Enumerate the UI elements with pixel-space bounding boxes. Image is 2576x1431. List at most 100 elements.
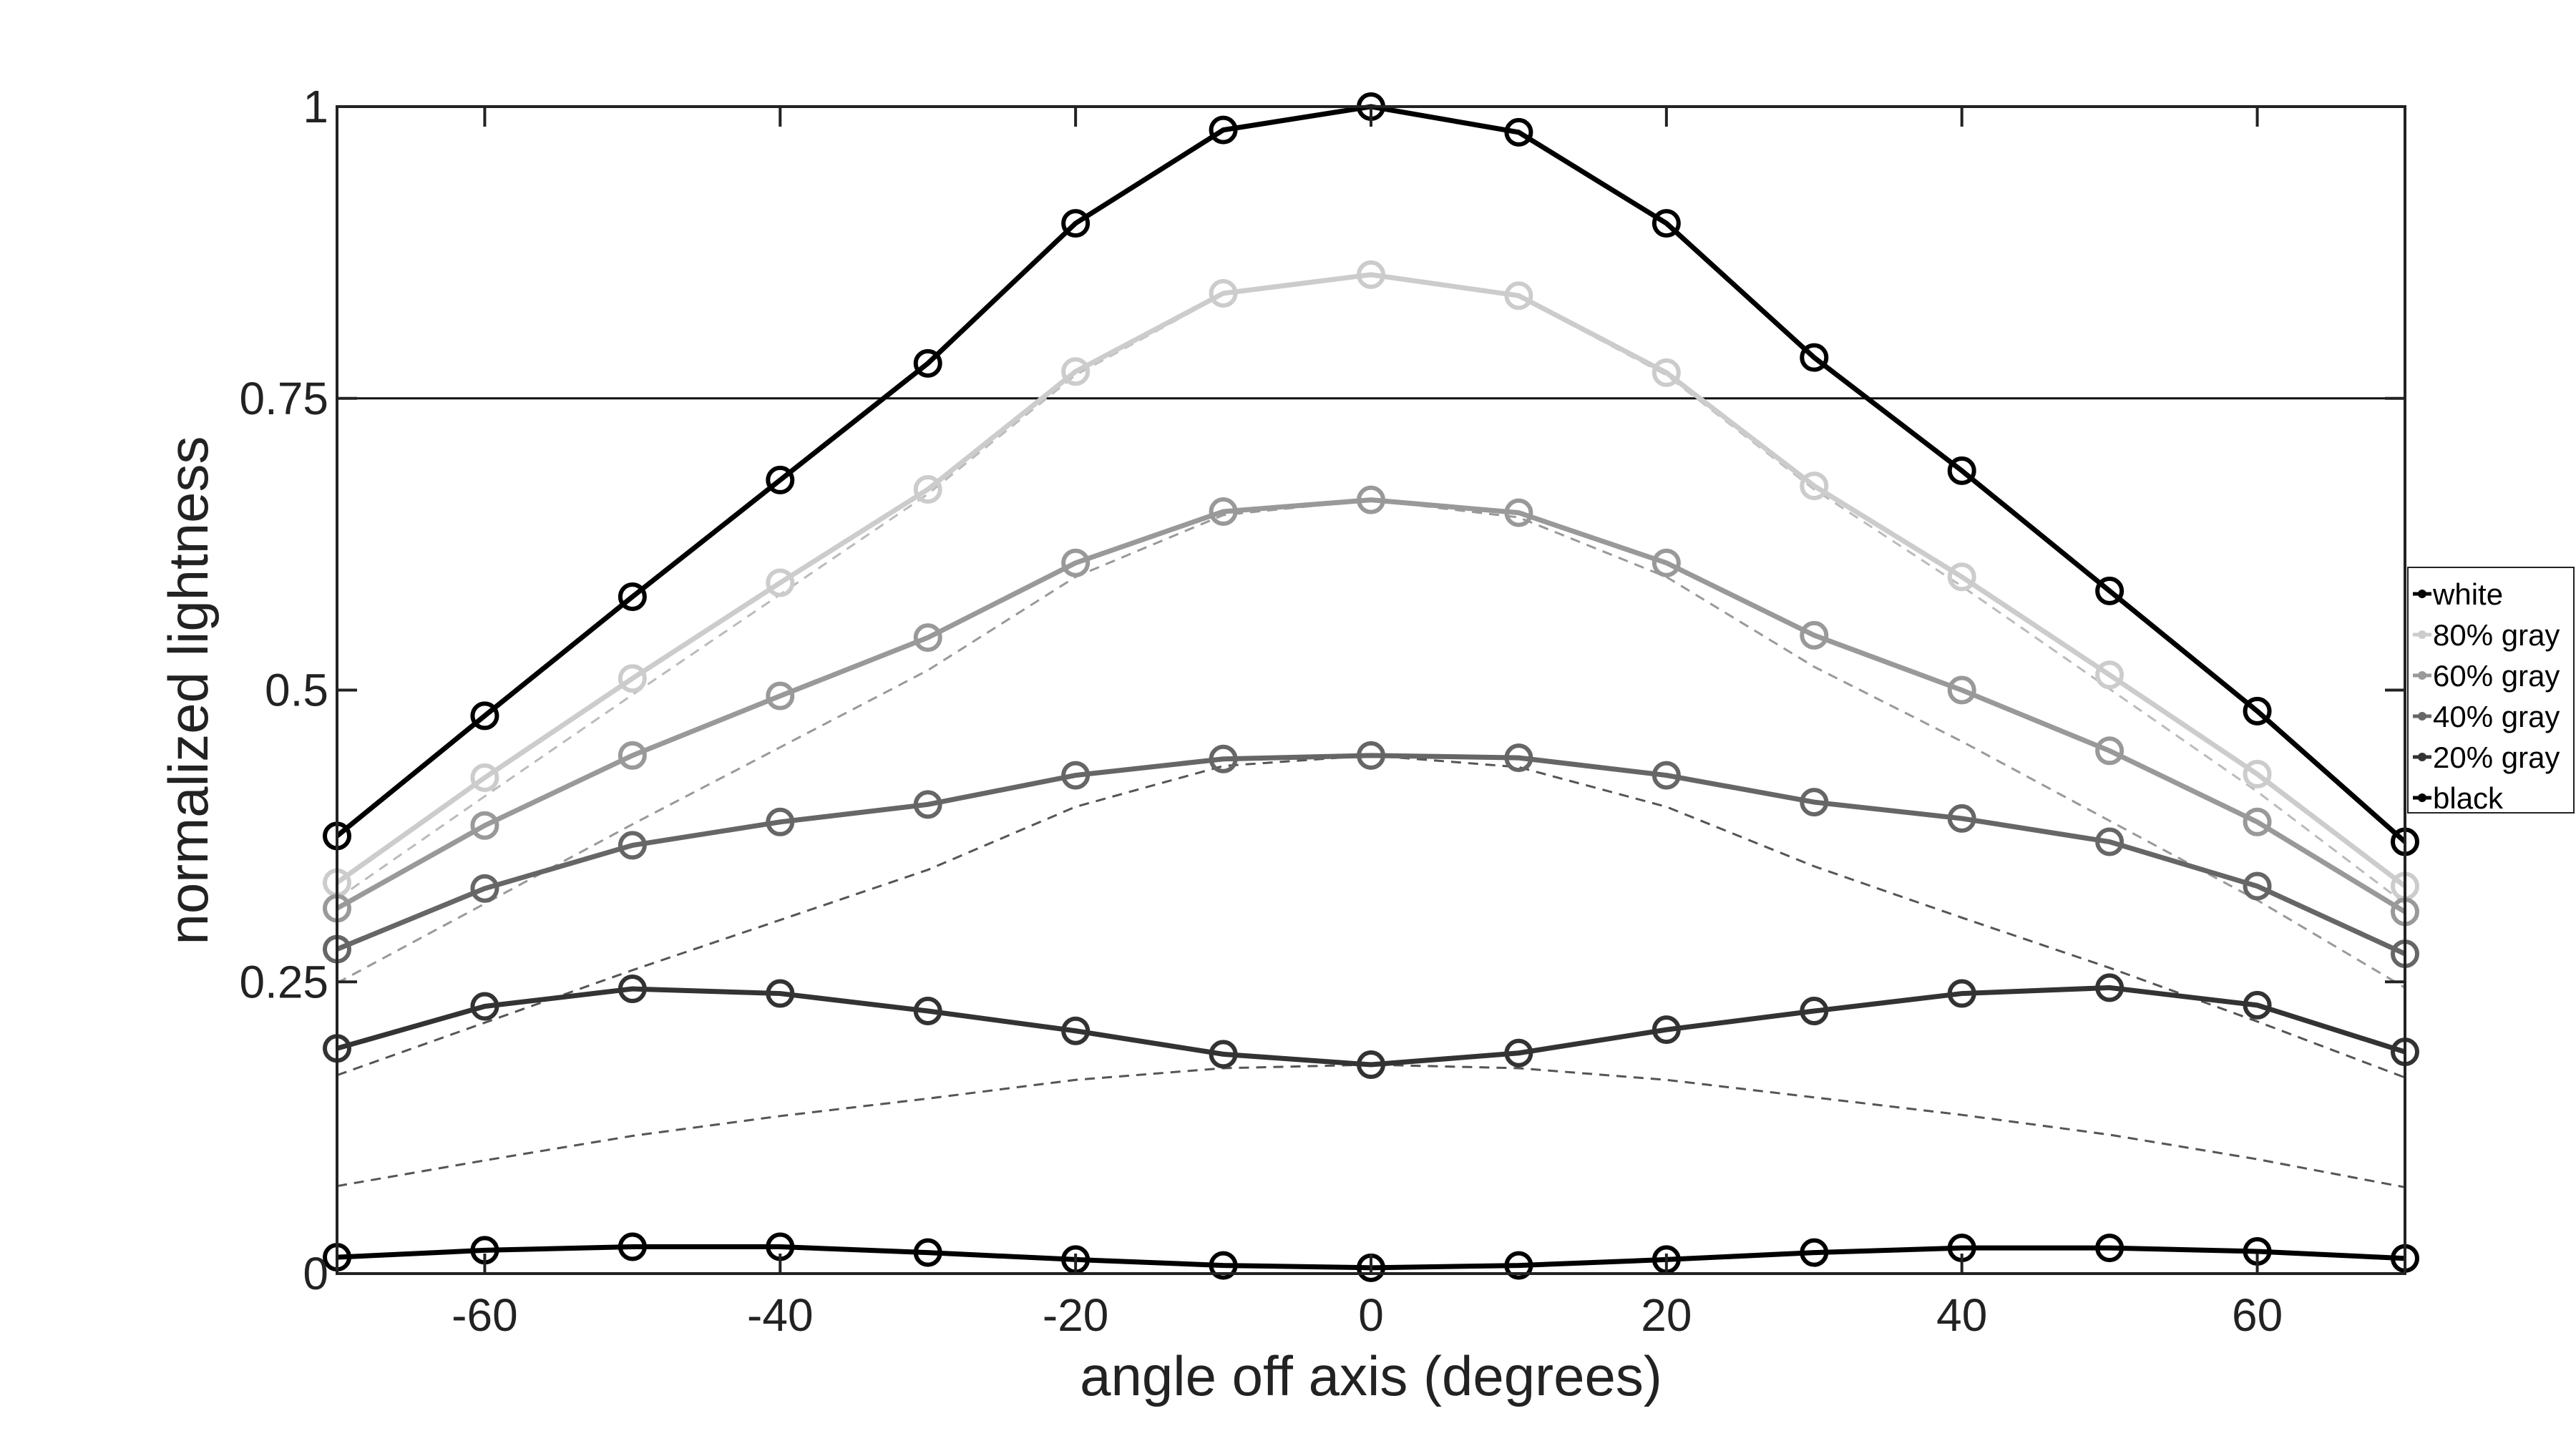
data-point-60-gray	[1504, 498, 1533, 527]
y-tick-label: 0.25	[239, 956, 328, 1007]
data-point-60-gray	[913, 623, 942, 653]
data-point-20-gray	[618, 975, 647, 1004]
data-point-80-gray	[1061, 357, 1091, 386]
data-point-80-gray	[1357, 260, 1385, 289]
data-point-60-gray	[618, 741, 647, 770]
legend-marker-icon	[2418, 671, 2426, 680]
data-point-60-gray	[1209, 497, 1238, 526]
data-point-black	[1209, 1251, 1238, 1280]
data-point-white	[2095, 576, 2124, 605]
data-point-20-gray	[766, 979, 795, 1008]
data-point-80-gray	[1800, 472, 1829, 501]
data-point-20-gray	[470, 992, 499, 1021]
data-point-80-gray	[766, 568, 795, 597]
data-point-40-gray	[1504, 743, 1533, 773]
data-point-white	[1504, 117, 1533, 147]
data-point-40-gray	[1061, 761, 1091, 790]
data-point-60-gray	[1800, 620, 1829, 650]
series-line-60-gray	[336, 497, 2406, 914]
data-point-white	[470, 701, 499, 731]
x-axis-label: angle off axis (degrees)	[1080, 1344, 1662, 1407]
data-point-60-gray	[766, 681, 795, 710]
data-point-20-gray	[2243, 990, 2272, 1020]
legend-marker-icon	[2418, 590, 2426, 598]
data-point-white	[1209, 115, 1238, 145]
data-point-40-gray	[1947, 804, 1976, 833]
data-point-40-gray	[1800, 788, 1829, 817]
data-point-40-gray	[766, 807, 795, 836]
data-point-black	[1800, 1238, 1829, 1267]
data-point-60-gray	[2095, 736, 2124, 766]
data-point-black	[913, 1238, 942, 1267]
y-tick-label: 0	[303, 1248, 328, 1299]
data-point-white	[618, 582, 647, 612]
data-point-black	[1504, 1251, 1533, 1280]
data-point-20-gray	[1357, 1050, 1385, 1080]
x-tick-label: 20	[1641, 1289, 1692, 1341]
data-point-60-gray	[1061, 548, 1091, 577]
data-point-60-gray	[1947, 675, 1976, 705]
data-point-80-gray	[913, 474, 942, 504]
y-tick-label: 0.5	[265, 665, 328, 716]
data-point-40-gray	[470, 874, 499, 903]
data-point-80-gray	[2095, 660, 2124, 690]
series-line-40-gray	[336, 753, 2406, 957]
y-axis-label: normalized lightness	[157, 436, 220, 944]
x-tick-label: 60	[2232, 1289, 2283, 1341]
x-tick-label: -20	[1043, 1289, 1109, 1341]
data-point-20-gray	[1504, 1038, 1533, 1068]
data-point-white	[2243, 696, 2272, 726]
plot-frame	[336, 105, 2406, 1275]
legend-label: white	[2432, 577, 2503, 611]
data-point-black	[618, 1232, 647, 1261]
legend-marker-icon	[2418, 712, 2426, 721]
data-point-80-gray	[1652, 358, 1681, 387]
data-point-80-gray	[1209, 278, 1238, 308]
data-point-80-gray	[618, 664, 647, 693]
data-point-80-gray	[1947, 562, 1976, 592]
legend-label: 80% gray	[2433, 618, 2560, 652]
data-point-60-gray	[1357, 485, 1385, 514]
data-point-20-gray	[1800, 997, 1829, 1026]
legend-marker-icon	[2418, 630, 2426, 639]
legend-marker-icon	[2418, 753, 2426, 761]
data-point-20-gray	[1209, 1040, 1238, 1069]
data-point-20-gray	[1947, 979, 1976, 1008]
data-point-white	[1800, 343, 1829, 372]
data-point-40-gray	[1209, 744, 1238, 773]
data-point-white	[766, 465, 795, 494]
legend-label: 60% gray	[2433, 659, 2560, 693]
x-tick-label: 40	[1936, 1289, 1987, 1341]
data-point-60-gray	[470, 811, 499, 840]
y-tick-label: 1	[303, 81, 328, 132]
reference-curve-40-gray	[336, 754, 2406, 1079]
x-tick-label: 0	[1358, 1289, 1384, 1341]
data-point-black	[2095, 1234, 2124, 1263]
data-point-white	[1061, 209, 1091, 238]
data-point-white	[913, 348, 942, 378]
legend-label: 40% gray	[2433, 700, 2560, 733]
data-point-40-gray	[618, 831, 647, 860]
data-point-40-gray	[1652, 761, 1681, 790]
data-point-white	[1947, 456, 1976, 485]
data-point-20-gray	[1061, 1016, 1091, 1045]
x-tick-label: -60	[452, 1289, 518, 1341]
legend: white 80% gray 60% gray 40% gray 20% gray bla…	[2407, 567, 2575, 815]
data-point-60-gray	[2243, 807, 2272, 836]
data-point-40-gray	[2243, 871, 2272, 901]
data-point-20-gray	[2095, 973, 2124, 1002]
data-point-60-gray	[1652, 548, 1681, 577]
data-point-40-gray	[2095, 827, 2124, 856]
x-tick-label: -40	[747, 1289, 814, 1341]
data-point-20-gray	[913, 997, 942, 1026]
legend-label: black	[2433, 781, 2504, 815]
data-point-80-gray	[1504, 281, 1533, 311]
y-tick-label: 0.75	[239, 373, 328, 424]
legend-box	[2407, 567, 2575, 814]
data-point-80-gray	[2243, 759, 2272, 788]
series-line-20-gray	[336, 985, 2406, 1068]
data-point-20-gray	[1652, 1015, 1681, 1045]
data-point-40-gray	[913, 790, 942, 819]
data-point-white	[1652, 209, 1681, 238]
